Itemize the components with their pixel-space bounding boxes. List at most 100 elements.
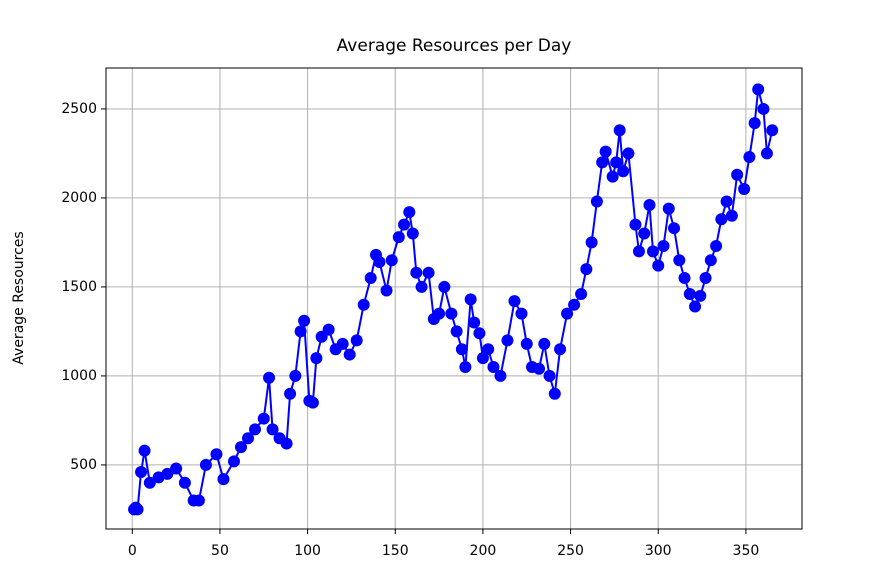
data-point xyxy=(501,334,514,347)
data-point xyxy=(543,369,556,382)
data-point xyxy=(738,183,751,196)
data-point xyxy=(699,272,712,285)
data-point xyxy=(415,280,428,293)
data-point xyxy=(284,387,297,400)
y-tick-label: 1500 xyxy=(61,279,97,295)
data-point xyxy=(170,462,183,475)
data-point xyxy=(473,327,486,340)
x-tick-label: 200 xyxy=(470,543,497,559)
data-point xyxy=(613,124,626,137)
y-tick-label: 500 xyxy=(70,457,97,473)
data-point xyxy=(568,298,581,311)
data-point xyxy=(343,348,356,361)
data-point xyxy=(617,165,630,178)
data-point xyxy=(322,323,335,336)
data-point xyxy=(192,494,205,507)
data-point xyxy=(538,337,551,350)
x-tick-label: 150 xyxy=(382,543,409,559)
data-point xyxy=(306,396,319,409)
data-point xyxy=(720,195,733,208)
data-point xyxy=(199,458,212,471)
data-point xyxy=(135,466,148,479)
data-point xyxy=(161,467,174,480)
data-point xyxy=(234,441,247,454)
data-point xyxy=(646,245,659,258)
data-point xyxy=(508,295,521,308)
data-point xyxy=(178,476,191,489)
data-point xyxy=(143,476,156,489)
data-point xyxy=(298,314,311,327)
data-point xyxy=(689,300,702,313)
data-point xyxy=(455,343,468,356)
data-point xyxy=(266,423,279,436)
x-tick-label: 0 xyxy=(128,543,137,559)
data-point xyxy=(610,156,623,169)
data-point xyxy=(210,448,223,461)
data-point xyxy=(464,293,477,306)
data-point xyxy=(643,199,656,212)
data-point xyxy=(357,298,370,311)
x-tick-label: 250 xyxy=(557,543,584,559)
data-point xyxy=(748,117,761,130)
data-point xyxy=(704,254,717,267)
data-point xyxy=(242,432,255,445)
data-point xyxy=(392,231,405,244)
data-point xyxy=(289,369,302,382)
data-point xyxy=(438,280,451,293)
data-point xyxy=(725,209,738,222)
data-point xyxy=(294,325,307,338)
data-point xyxy=(622,147,635,160)
data-point xyxy=(422,266,435,279)
data-point xyxy=(476,352,489,365)
data-point xyxy=(757,102,770,115)
data-point xyxy=(257,412,270,425)
y-axis-label: Average Resources xyxy=(11,231,27,364)
data-point xyxy=(683,288,696,301)
data-point xyxy=(364,272,377,285)
x-tick-label: 50 xyxy=(211,543,229,559)
data-point xyxy=(350,334,363,347)
data-point xyxy=(638,227,651,240)
data-point xyxy=(678,272,691,285)
data-point xyxy=(482,343,495,356)
data-point xyxy=(217,473,230,486)
data-point xyxy=(227,455,240,468)
data-point xyxy=(561,307,574,320)
data-point xyxy=(380,284,393,297)
data-point xyxy=(373,256,386,269)
data-point xyxy=(731,168,744,181)
data-point xyxy=(752,83,765,96)
data-point xyxy=(336,337,349,350)
plot-frame xyxy=(105,67,803,530)
data-point xyxy=(487,361,500,374)
data-point xyxy=(743,150,756,163)
data-point xyxy=(590,195,603,208)
data-point xyxy=(515,307,528,320)
data-point xyxy=(450,325,463,338)
y-tick-label: 2500 xyxy=(61,101,97,117)
data-point xyxy=(554,343,567,356)
x-tick-label: 300 xyxy=(645,543,672,559)
data-point xyxy=(263,371,276,384)
y-tick-label: 1000 xyxy=(61,368,97,384)
data-line xyxy=(133,89,774,512)
data-point xyxy=(585,236,598,249)
data-point xyxy=(249,423,262,436)
data-point xyxy=(668,222,681,235)
data-point xyxy=(494,369,507,382)
data-point xyxy=(410,266,423,279)
data-point xyxy=(694,289,707,302)
data-point xyxy=(596,156,609,169)
data-point xyxy=(406,227,419,240)
data-point xyxy=(459,361,472,374)
data-point xyxy=(520,337,533,350)
data-point xyxy=(710,239,723,252)
x-tick-label: 100 xyxy=(294,543,321,559)
data-point xyxy=(310,352,323,365)
data-point xyxy=(575,288,588,301)
data-point xyxy=(652,259,665,272)
data-point xyxy=(715,213,728,226)
data-point xyxy=(662,202,675,215)
